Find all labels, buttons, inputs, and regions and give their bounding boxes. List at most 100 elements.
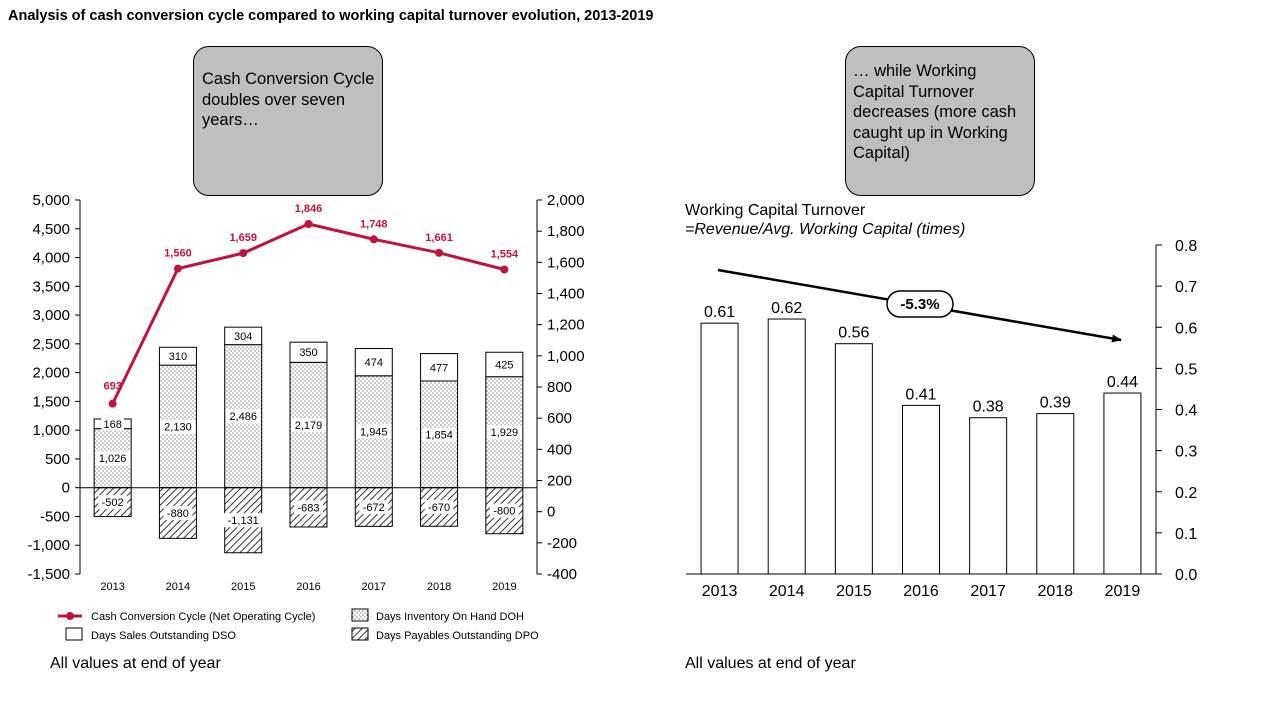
dso-value-label: 168 [103, 419, 121, 431]
ccc-value-label: 1,560 [164, 248, 192, 260]
wct-x-tick-label: 2014 [769, 583, 805, 600]
dso-value-label-bg [362, 355, 386, 370]
wct-trend-badge [886, 290, 954, 318]
ccc-point [500, 265, 509, 274]
ccc-point [435, 248, 444, 257]
dpo-value-label-bg [163, 506, 193, 521]
legend-dpo-label: Days Payables Outstanding DPO [376, 630, 539, 642]
wct-bar [969, 417, 1008, 575]
dso-value-label-bg [101, 416, 124, 431]
dpo-value-label: -800 [493, 506, 515, 518]
doh-value-label-bg [356, 424, 392, 439]
wct-tick-label: 0.0 [1175, 567, 1197, 584]
ccc-left-tick-label: 2,000 [32, 365, 70, 382]
ccc-right-tick-label: 1,000 [547, 348, 585, 365]
ccc-point [173, 264, 182, 273]
wct-tick-label: 0.2 [1175, 485, 1197, 502]
wct-x-tick-label: 2019 [1105, 583, 1141, 600]
ccc-right-tick-label: 1,200 [547, 317, 585, 334]
dpo-value-label: -880 [167, 508, 189, 520]
callout-wct: … while Working Capital Turnover decreas… [845, 46, 1035, 196]
ccc-value-label: 1,661 [425, 232, 453, 244]
ccc-right-tick-label: 1,600 [547, 254, 585, 271]
wct-tick-label: 0.5 [1175, 361, 1197, 378]
ccc-value-label: 1,554 [491, 249, 519, 261]
ccc-left-tick-label: 500 [45, 451, 70, 468]
doh-value-label-bg [291, 418, 326, 433]
doh-value-label-bg [421, 427, 457, 442]
dpo-value-label-bg [359, 500, 389, 515]
wct-bar [1036, 413, 1075, 575]
ccc-point [369, 235, 378, 244]
ccc-point [304, 219, 313, 228]
wct-trend-label: -5.3% [900, 296, 939, 313]
ccc-left-tick-label: 5,000 [32, 192, 70, 209]
dpo-value-label: -1,131 [228, 515, 259, 527]
ccc-left-tick-label: 4,500 [32, 221, 70, 238]
dpo-value-label: -670 [428, 502, 450, 514]
wct-bar [902, 404, 940, 575]
dpo-value-label: -502 [102, 497, 124, 509]
doh-value-label: 2,130 [164, 421, 192, 433]
legend-ccc-label: Cash Conversion Cycle (Net Operating Cyc… [91, 611, 315, 623]
wct-value-label: 0.62 [771, 300, 802, 317]
ccc-left-tick-label: 1,500 [32, 393, 70, 410]
wct-x-tick-label: 2013 [702, 583, 738, 600]
wct-tick-label: 0.1 [1175, 526, 1197, 543]
wct-x-tick-label: 2017 [970, 583, 1006, 600]
ccc-right-tick-label: 0 [547, 504, 555, 521]
wct-chart-title-block: Working Capital Turnover =Revenue/Avg. W… [685, 201, 965, 239]
wct-bar [1103, 392, 1142, 575]
dso-value-label: 477 [430, 362, 448, 374]
doh-value-label-bg [95, 451, 131, 466]
legend-dpo-swatch [351, 627, 369, 641]
ccc-x-tick-label: 2013 [100, 581, 124, 593]
wct-x-tick-label: 2018 [1037, 583, 1073, 600]
dpo-value-label-bg [424, 499, 454, 514]
dso-value-label: 474 [365, 357, 383, 369]
ccc-right-tick-label: 1,400 [547, 286, 585, 303]
wct-tick-label: 0.8 [1175, 238, 1197, 255]
dso-value-label-bg [297, 345, 320, 360]
ccc-right-tick-label: 200 [547, 473, 572, 490]
ccc-right-tick-label: -200 [547, 535, 577, 552]
legend-ccc-marker [66, 612, 74, 620]
wct-value-label: 0.39 [1040, 395, 1071, 412]
legend-doh-label: Days Inventory On Hand DOH [376, 611, 524, 623]
dso-value-label: 425 [495, 359, 513, 371]
doh-value-label-bg [160, 419, 196, 434]
doh-value-label-bg [225, 409, 261, 424]
doh-value-label: 2,486 [229, 411, 257, 423]
ccc-right-tick-label: 800 [547, 379, 572, 396]
dpo-value-label-bg [98, 495, 128, 510]
ccc-x-tick-label: 2017 [362, 581, 386, 593]
legend-doh-swatch [351, 608, 369, 622]
dpo-value-label: -672 [363, 502, 385, 514]
footnote-left: All values at end of year [50, 655, 221, 672]
ccc-value-label: 693 [103, 381, 121, 393]
doh-value-label: 1,026 [99, 453, 127, 465]
ccc-value-label: 1,748 [360, 218, 388, 230]
ccc-right-tick-label: 2,000 [547, 192, 585, 209]
dpo-value-label-bg [222, 513, 264, 528]
ccc-x-tick-label: 2018 [427, 581, 451, 593]
doh-value-label: 1,945 [360, 427, 388, 439]
ccc-point [108, 399, 117, 408]
wct-tick-label: 0.4 [1175, 403, 1197, 420]
ccc-chart: -1,500 -1,000 -500 0 500 1,000 1,500 2,000 2,500… [27, 192, 584, 593]
wct-tick-label: 0.6 [1175, 320, 1197, 337]
ccc-x-tick-label: 2015 [231, 581, 255, 593]
ccc-x-tick-label: 2014 [166, 581, 190, 593]
ccc-left-tick-label: 0 [62, 480, 70, 497]
wct-value-label: 0.56 [838, 325, 869, 342]
ccc-left-tick-label: 3,500 [32, 278, 70, 295]
dso-value-label: 310 [169, 351, 187, 363]
wct-chart: 0.0 0.1 0.2 0.3 0.4 0.5 0.6 0.7 0.8 0.61 2013 0.62 2… [686, 238, 1197, 600]
ccc-point [239, 249, 248, 258]
dso-value-label-bg [493, 357, 516, 372]
doh-value-label: 1,854 [425, 429, 453, 441]
ccc-x-tick-label: 2016 [296, 581, 320, 593]
ccc-left-tick-label: 4,000 [32, 250, 70, 267]
ccc-legend: Cash Conversion Cycle (Net Operating Cyc… [58, 608, 539, 642]
